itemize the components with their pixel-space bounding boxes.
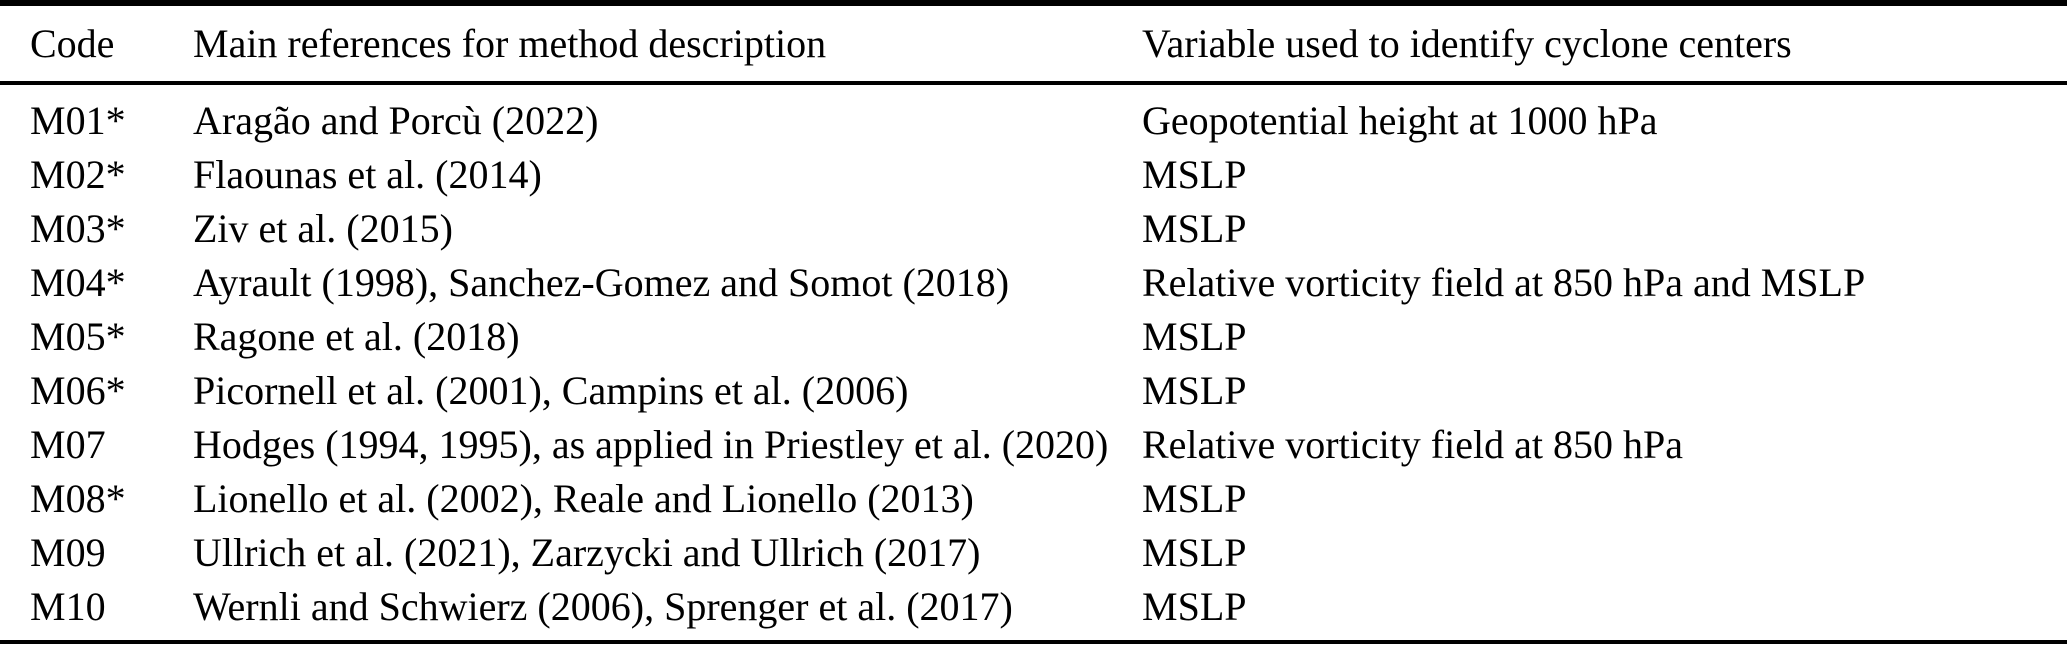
cell-variable: MSLP (1142, 367, 1247, 413)
cell-variable: MSLP (1142, 475, 1247, 521)
table-row: M02* Flaounas et al. (2014) MSLP (0, 147, 2067, 201)
cell-references: Flaounas et al. (2014) (193, 151, 542, 197)
cell-code: M08* (30, 475, 126, 521)
cell-variable: Relative vorticity field at 850 hPa and … (1142, 259, 1866, 305)
column-header-code: Code (30, 21, 115, 66)
cell-variable: MSLP (1142, 205, 1247, 251)
cell-references: Ziv et al. (2015) (193, 205, 453, 251)
cell-references: Ullrich et al. (2021), Zarzycki and Ullr… (193, 529, 981, 575)
cell-references: Lionello et al. (2002), Reale and Lionel… (193, 475, 974, 521)
cell-variable: MSLP (1142, 583, 1247, 629)
column-header-references: Main references for method description (193, 21, 827, 66)
cell-code: M06* (30, 367, 126, 413)
cell-code: M09 (30, 529, 106, 575)
table-row: M09 Ullrich et al. (2021), Zarzycki and … (0, 525, 2067, 579)
cell-references: Wernli and Schwierz (2006), Sprenger et … (193, 583, 1013, 629)
table-row: M01* Aragão and Porcù (2022) Geopotentia… (0, 93, 2067, 147)
cell-variable: Geopotential height at 1000 hPa (1142, 97, 1658, 143)
cell-code: M07 (30, 421, 106, 467)
table-row: M08* Lionello et al. (2002), Reale and L… (0, 471, 2067, 525)
cell-code: M01* (30, 97, 126, 143)
column-header-variable: Variable used to identify cyclone center… (1142, 21, 1792, 66)
cell-code: M02* (30, 151, 126, 197)
cell-code: M05* (30, 313, 126, 359)
table-row: M07 Hodges (1994, 1995), as applied in P… (0, 417, 2067, 471)
cell-variable: Relative vorticity field at 850 hPa (1142, 421, 1683, 467)
table-row: M03* Ziv et al. (2015) MSLP (0, 201, 2067, 255)
cell-code: M03* (30, 205, 126, 251)
cell-references: Picornell et al. (2001), Campins et al. … (193, 367, 909, 413)
table-header-row: Code Main references for method descript… (0, 6, 2067, 81)
cell-variable: MSLP (1142, 151, 1247, 197)
table-row: M10 Wernli and Schwierz (2006), Sprenger… (0, 579, 2067, 633)
table-body: M01* Aragão and Porcù (2022) Geopotentia… (0, 93, 2067, 633)
cell-references: Ayrault (1998), Sanchez-Gomez and Somot … (193, 259, 1010, 305)
table-row: M05* Ragone et al. (2018) MSLP (0, 309, 2067, 363)
cell-variable: MSLP (1142, 313, 1247, 359)
cell-references: Hodges (1994, 1995), as applied in Pries… (193, 421, 1109, 467)
cell-references: Ragone et al. (2018) (193, 313, 520, 359)
table-row: M06* Picornell et al. (2001), Campins et… (0, 363, 2067, 417)
cell-code: M04* (30, 259, 126, 305)
table-top-rule (0, 0, 2067, 6)
cell-references: Aragão and Porcù (2022) (193, 97, 599, 143)
table-header-separator-rule (0, 81, 2067, 85)
cell-variable: MSLP (1142, 529, 1247, 575)
table-bottom-rule (0, 640, 2067, 644)
cell-code: M10 (30, 583, 106, 629)
table-row: M04* Ayrault (1998), Sanchez-Gomez and S… (0, 255, 2067, 309)
